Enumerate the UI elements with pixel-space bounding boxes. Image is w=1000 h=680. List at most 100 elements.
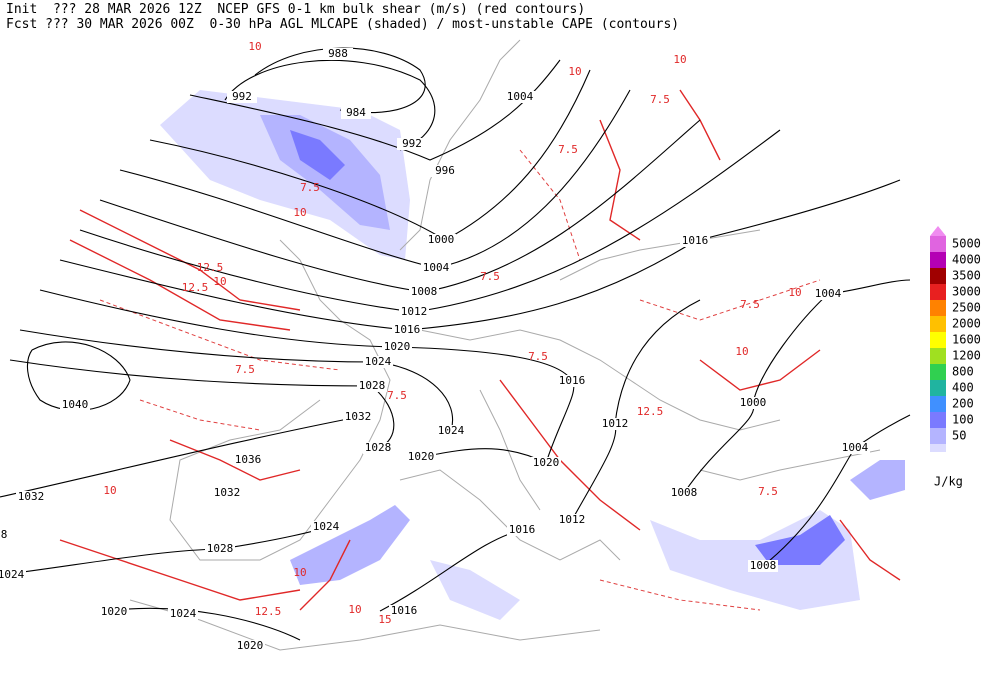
isobar-label: 1016 bbox=[682, 234, 709, 247]
colorbar-box bbox=[930, 428, 946, 444]
label-bg bbox=[421, 262, 451, 274]
shear-label: 10 bbox=[293, 206, 306, 219]
label-bg bbox=[738, 397, 768, 409]
isobar-label: 1012 bbox=[602, 417, 629, 430]
colorbar-label: 200 bbox=[952, 397, 974, 411]
shear-label: 7.5 bbox=[235, 363, 255, 376]
colorbar-label: 100 bbox=[952, 413, 974, 427]
label-bg bbox=[392, 324, 422, 336]
shear-label: 10 bbox=[735, 345, 748, 358]
label-bg bbox=[409, 286, 439, 298]
label-bg bbox=[168, 608, 198, 620]
label-bg bbox=[748, 560, 778, 572]
isobar-label: 1016 bbox=[559, 374, 586, 387]
colorbar-label: 1200 bbox=[952, 349, 981, 363]
isobar-label: 1024 bbox=[0, 568, 25, 581]
legend-unit: J/kg bbox=[934, 475, 963, 489]
colorbar-label: 1600 bbox=[952, 333, 981, 347]
shear-label: 10 bbox=[103, 484, 116, 497]
shear-label: 7.5 bbox=[300, 181, 320, 194]
label-bg bbox=[357, 380, 387, 392]
label-bg bbox=[382, 341, 412, 353]
label-bg bbox=[341, 107, 371, 119]
isobar-label: 1016 bbox=[394, 323, 421, 336]
colorbar-bottom bbox=[930, 444, 946, 452]
label-bg bbox=[60, 399, 90, 411]
isobar-label: 1024 bbox=[313, 520, 340, 533]
label-bg bbox=[531, 457, 561, 469]
label-bg bbox=[235, 640, 265, 652]
colorbar-box bbox=[930, 396, 946, 412]
isobar-label: 1000 bbox=[428, 233, 455, 246]
shear-label: 7.5 bbox=[740, 298, 760, 311]
label-bg bbox=[233, 454, 263, 466]
isobar-label: 1036 bbox=[235, 453, 262, 466]
label-bg bbox=[0, 529, 19, 541]
isobar-label: 1020 bbox=[237, 639, 264, 652]
colorbar-box bbox=[930, 300, 946, 316]
colorbar-label: 400 bbox=[952, 381, 974, 395]
shear-label: 12.5 bbox=[637, 405, 664, 418]
shear-contours bbox=[59, 89, 901, 611]
colorbar-box bbox=[930, 284, 946, 300]
isobar-label: 1008 bbox=[750, 559, 777, 572]
isobar-label: 992 bbox=[232, 90, 252, 103]
shear-label: 7.5 bbox=[758, 485, 778, 498]
label-bg bbox=[813, 288, 843, 300]
label-bg bbox=[557, 375, 587, 387]
colorbar-box bbox=[930, 316, 946, 332]
shear-label: 15 bbox=[378, 613, 391, 626]
isobar-label: 1024 bbox=[365, 355, 392, 368]
isobar-label: 1024 bbox=[170, 607, 197, 620]
isobar-label: 1004 bbox=[842, 441, 869, 454]
isobar-label: 1028 bbox=[365, 441, 392, 454]
shear-label: 10 bbox=[348, 603, 361, 616]
isobar-label: 1032 bbox=[18, 490, 45, 503]
shear-label: 10 bbox=[568, 65, 581, 78]
colorbar-label: 2500 bbox=[952, 301, 981, 315]
colorbar-box bbox=[930, 268, 946, 284]
shear-label: 7.5 bbox=[528, 350, 548, 363]
isobar-label: 1040 bbox=[62, 398, 89, 411]
label-bg bbox=[680, 235, 710, 247]
isobar-label: 1004 bbox=[507, 90, 534, 103]
colorbar-box bbox=[930, 252, 946, 268]
isobar-label: 1020 bbox=[384, 340, 411, 353]
isobar-label: 1032 bbox=[345, 410, 372, 423]
isobar-label: 8 bbox=[1, 528, 8, 541]
isobar-label: 1016 bbox=[509, 523, 536, 536]
label-bg bbox=[505, 91, 535, 103]
label-bg bbox=[557, 514, 587, 526]
label-bg bbox=[363, 442, 393, 454]
isobar-label: 1020 bbox=[101, 605, 128, 618]
country-borders bbox=[129, 39, 881, 651]
shear-label: 12.5 bbox=[182, 281, 209, 294]
label-bg bbox=[227, 91, 257, 103]
colorbar-label: 5000 bbox=[952, 237, 981, 251]
colorbar-box bbox=[930, 380, 946, 396]
shear-label: 7.5 bbox=[387, 389, 407, 402]
isobar-label: 1028 bbox=[207, 542, 234, 555]
label-bg bbox=[16, 491, 46, 503]
label-bg bbox=[426, 234, 456, 246]
colorbar-box bbox=[930, 348, 946, 364]
label-bg bbox=[840, 442, 870, 454]
isobar-label: 984 bbox=[346, 106, 366, 119]
shear-label: 7.5 bbox=[650, 93, 670, 106]
label-bg bbox=[0, 569, 26, 581]
label-bg bbox=[430, 165, 460, 177]
label-bg bbox=[311, 521, 341, 533]
shear-label: 10 bbox=[248, 40, 261, 53]
label-bg bbox=[99, 606, 129, 618]
isobar-label: 1028 bbox=[359, 379, 386, 392]
shear-label: 7.5 bbox=[480, 270, 500, 283]
label-bg bbox=[507, 524, 537, 536]
label-bg bbox=[397, 138, 427, 150]
colorbar-label: 2000 bbox=[952, 317, 981, 331]
shear-label: 12.5 bbox=[197, 261, 224, 274]
isobar-label: 1008 bbox=[671, 486, 698, 499]
label-bg bbox=[205, 543, 235, 555]
isobar-label: 1012 bbox=[559, 513, 586, 526]
label-bg bbox=[406, 451, 436, 463]
